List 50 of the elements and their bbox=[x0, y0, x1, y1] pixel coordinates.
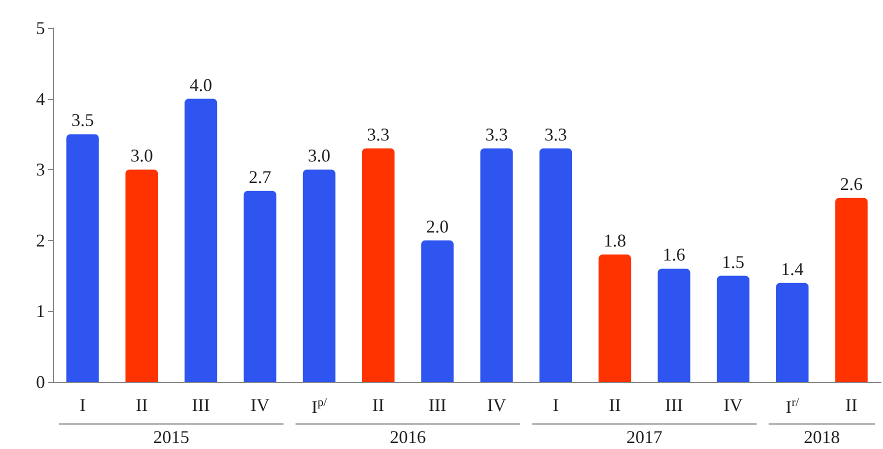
x-tick-label: II bbox=[845, 395, 858, 415]
y-tick-label: 2 bbox=[36, 230, 45, 250]
data-label: 2.6 bbox=[840, 174, 863, 194]
x-tick-label: IV bbox=[724, 395, 743, 415]
bar bbox=[658, 268, 690, 382]
x-tick-label: II bbox=[136, 395, 148, 415]
x-tick-label: III bbox=[428, 395, 446, 415]
x-tick-label: I bbox=[80, 395, 86, 415]
text: 2017 bbox=[626, 427, 662, 447]
y-tick-label: 1 bbox=[36, 301, 45, 322]
data-label: 2.0 bbox=[426, 216, 449, 236]
y-tick-label: 3 bbox=[36, 160, 45, 180]
x-tick-label: II bbox=[372, 395, 384, 415]
x-tick-label: I bbox=[552, 395, 559, 415]
bar bbox=[125, 170, 158, 382]
text: 2016 bbox=[390, 427, 426, 447]
bar bbox=[66, 134, 99, 382]
x-tick-label: II bbox=[608, 395, 621, 415]
data-label: 1.6 bbox=[662, 244, 686, 265]
bar bbox=[776, 282, 809, 382]
bar bbox=[302, 170, 336, 382]
data-label: 4.0 bbox=[190, 74, 212, 95]
x-tick-label: III bbox=[192, 395, 210, 415]
bar bbox=[362, 148, 395, 382]
y-tick-label: 0 bbox=[36, 372, 45, 392]
text: 2015 bbox=[153, 427, 190, 447]
data-label: 3.5 bbox=[71, 110, 94, 130]
data-label: 2.7 bbox=[248, 166, 272, 187]
bar bbox=[835, 198, 868, 382]
data-label: 3.0 bbox=[308, 146, 330, 166]
y-tick-label: 4 bbox=[36, 88, 45, 109]
data-label: 1.4 bbox=[781, 258, 804, 279]
data-label: 3.3 bbox=[367, 124, 390, 144]
bar bbox=[184, 98, 218, 382]
data-label: 3.0 bbox=[130, 146, 153, 166]
x-tick-label: III bbox=[665, 395, 683, 415]
bar bbox=[716, 276, 750, 382]
bar bbox=[421, 240, 454, 382]
bar bbox=[539, 148, 572, 382]
bar bbox=[480, 148, 513, 382]
x-tick-label: IV bbox=[487, 395, 506, 415]
bar bbox=[598, 254, 632, 382]
y-tick-label: 5 bbox=[36, 18, 45, 38]
data-label: 3.3 bbox=[485, 124, 508, 144]
x-tick-label: IV bbox=[250, 395, 270, 415]
bar bbox=[244, 190, 276, 382]
text: 2018 bbox=[804, 427, 840, 447]
data-label: 1.5 bbox=[722, 252, 744, 272]
data-label: 3.3 bbox=[544, 124, 567, 144]
data-label: 1.8 bbox=[604, 230, 626, 251]
